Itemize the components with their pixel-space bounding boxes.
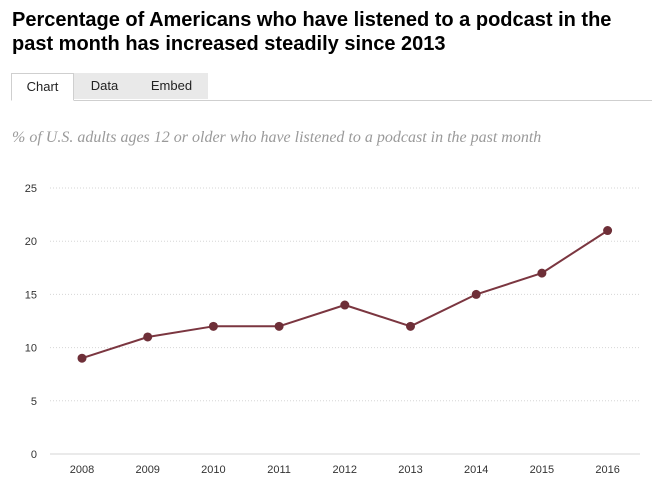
data-point	[537, 268, 547, 278]
tab-data[interactable]: Data	[74, 73, 135, 99]
x-tick-label: 2010	[201, 464, 225, 476]
y-tick-label: 15	[25, 289, 37, 301]
chart-tabs: Chart Data Embed	[11, 73, 652, 101]
y-tick-label: 0	[31, 449, 37, 461]
y-tick-label: 20	[25, 236, 37, 248]
tab-embed[interactable]: Embed	[135, 73, 208, 99]
x-tick-label: 2009	[135, 464, 159, 476]
y-tick-label: 5	[31, 396, 37, 408]
data-point	[143, 332, 153, 342]
chart-title: Percentage of Americans who have listene…	[12, 9, 612, 55]
data-point	[77, 353, 87, 363]
x-tick-label: 2013	[398, 464, 422, 476]
y-tick-label: 10	[25, 343, 37, 355]
data-point	[471, 289, 481, 299]
x-tick-label: 2008	[70, 464, 94, 476]
data-point	[340, 300, 350, 310]
data-point	[406, 321, 415, 331]
data-point	[603, 226, 613, 236]
x-tick-label: 2012	[333, 464, 357, 476]
x-tick-label: 2016	[595, 464, 619, 476]
x-tick-label: 2014	[464, 464, 488, 476]
y-tick-label: 25	[25, 183, 37, 195]
tab-chart[interactable]: Chart	[11, 73, 74, 101]
x-tick-label: 2015	[530, 464, 554, 476]
x-tick-label: 2011	[267, 464, 291, 476]
data-point	[208, 321, 218, 331]
data-point	[274, 321, 284, 331]
chart-subtitle: % of U.S. adults ages 12 or older who ha…	[12, 129, 542, 146]
